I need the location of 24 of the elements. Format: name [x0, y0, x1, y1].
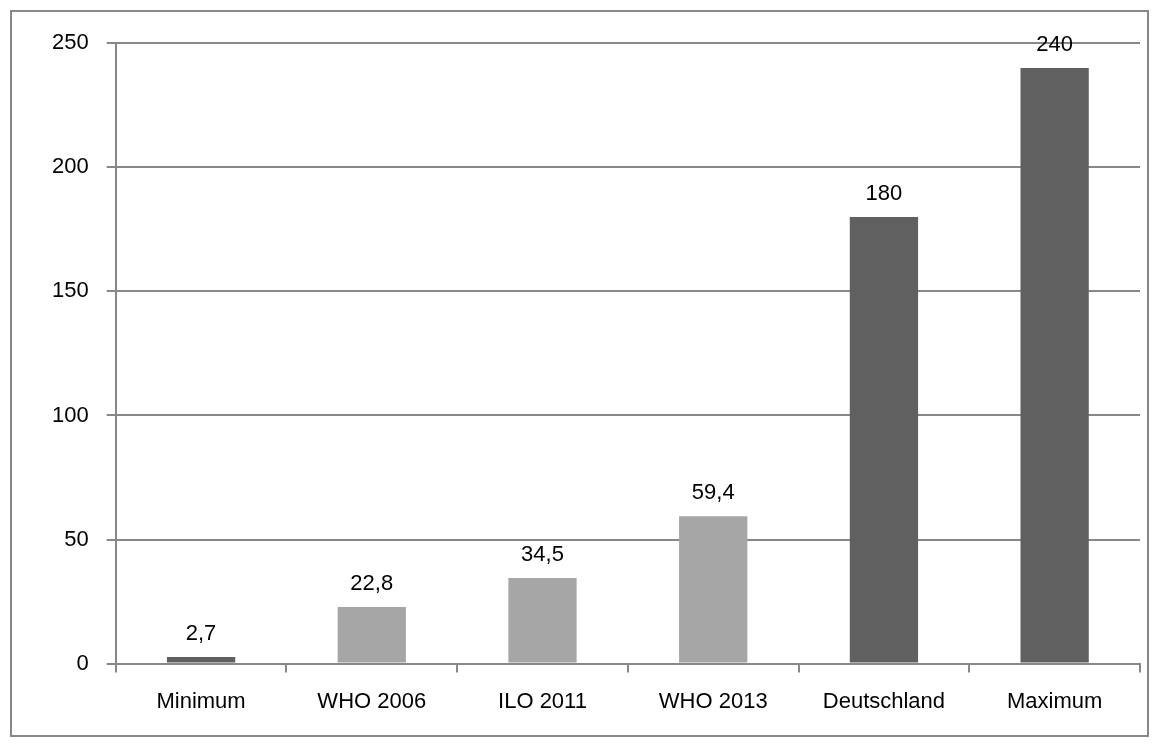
- y-tick-label: 150: [51, 277, 89, 303]
- x-tick-label: Minimum: [156, 687, 246, 713]
- x-tick-label: WHO 2013: [658, 687, 768, 713]
- data-label: 2,7: [185, 619, 217, 645]
- x-tick-label: ILO 2011: [498, 687, 587, 713]
- bar: [679, 516, 748, 663]
- x-tick-label: WHO 2006: [317, 687, 427, 713]
- data-label: 22,8: [350, 570, 394, 596]
- y-tick-label: 100: [51, 401, 89, 427]
- data-label: 240: [1036, 31, 1073, 57]
- data-label: 180: [865, 179, 903, 205]
- y-tick-label: 50: [64, 525, 89, 551]
- bar: [508, 577, 577, 663]
- y-tick-label: 200: [51, 153, 89, 179]
- y-tick-label: 250: [51, 29, 89, 55]
- x-tick-label: Maximum: [1006, 687, 1103, 713]
- bar: [849, 216, 919, 663]
- y-tick-label: 0: [76, 649, 89, 675]
- x-tick-label: Deutschland: [822, 687, 946, 713]
- data-label: 59,4: [691, 479, 735, 505]
- data-label: 34,5: [521, 541, 564, 567]
- bar: [337, 607, 406, 663]
- bar: [1020, 68, 1089, 663]
- bar: [166, 656, 236, 663]
